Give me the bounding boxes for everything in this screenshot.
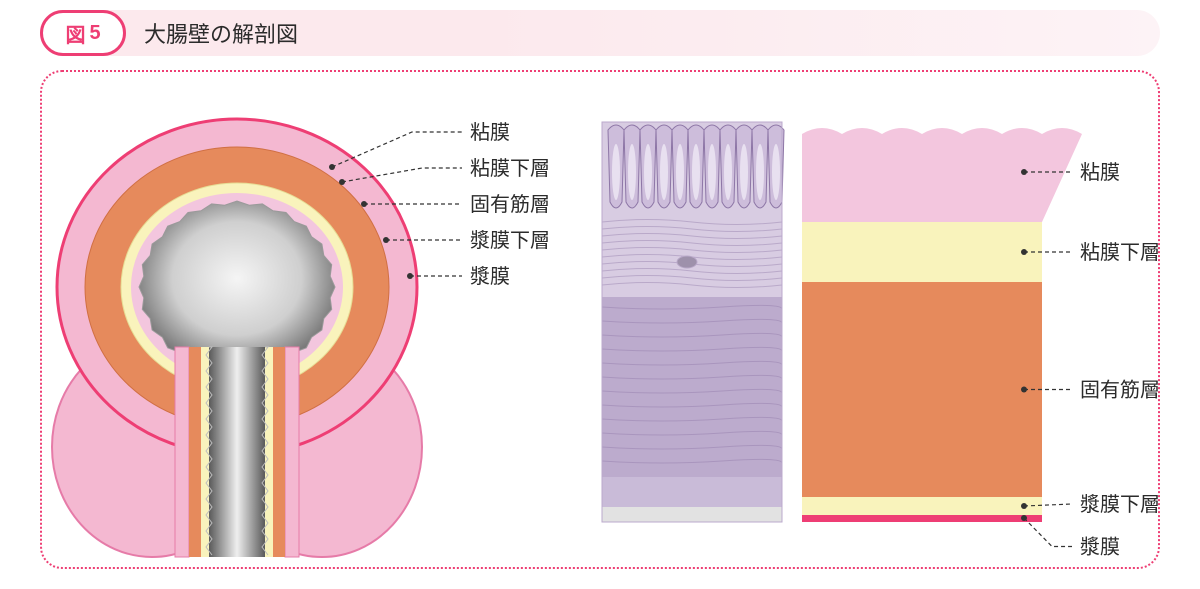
svg-text:粘膜: 粘膜 bbox=[1080, 161, 1120, 184]
layer-serosa bbox=[802, 515, 1042, 522]
figure-number: 5 bbox=[89, 22, 100, 45]
layer-mucosa bbox=[802, 128, 1082, 222]
svg-text:粘膜: 粘膜 bbox=[470, 121, 510, 144]
figure-title: 大腸壁の解剖図 bbox=[144, 17, 298, 49]
figure-header: 図 5 大腸壁の解剖図 bbox=[40, 10, 1160, 56]
histology-panel bbox=[602, 122, 784, 522]
svg-text:漿膜下層: 漿膜下層 bbox=[470, 229, 550, 252]
diagram-svg: 粘膜 粘膜下層 固有筋層 漿膜下層 bbox=[42, 72, 1162, 572]
figure-badge: 図 5 bbox=[40, 10, 126, 56]
layer-submucosa bbox=[802, 222, 1042, 282]
figure-badge-prefix: 図 bbox=[65, 19, 85, 48]
diagram-frame: 粘膜 粘膜下層 固有筋層 漿膜下層 bbox=[40, 70, 1160, 569]
svg-text:漿膜: 漿膜 bbox=[470, 265, 510, 288]
svg-text:粘膜下層: 粘膜下層 bbox=[1080, 241, 1160, 264]
svg-text:固有筋層: 固有筋層 bbox=[1080, 379, 1160, 402]
layer-muscularis bbox=[802, 282, 1042, 497]
left-label-serosa: 漿膜 bbox=[407, 265, 510, 288]
svg-text:粘膜下層: 粘膜下層 bbox=[470, 157, 550, 180]
layer-bar bbox=[802, 122, 1082, 522]
layer-subserosa bbox=[802, 497, 1042, 515]
svg-text:漿膜下層: 漿膜下層 bbox=[1080, 493, 1160, 516]
svg-text:固有筋層: 固有筋層 bbox=[470, 193, 550, 216]
svg-text:漿膜: 漿膜 bbox=[1080, 536, 1120, 559]
cross-section bbox=[52, 119, 422, 557]
